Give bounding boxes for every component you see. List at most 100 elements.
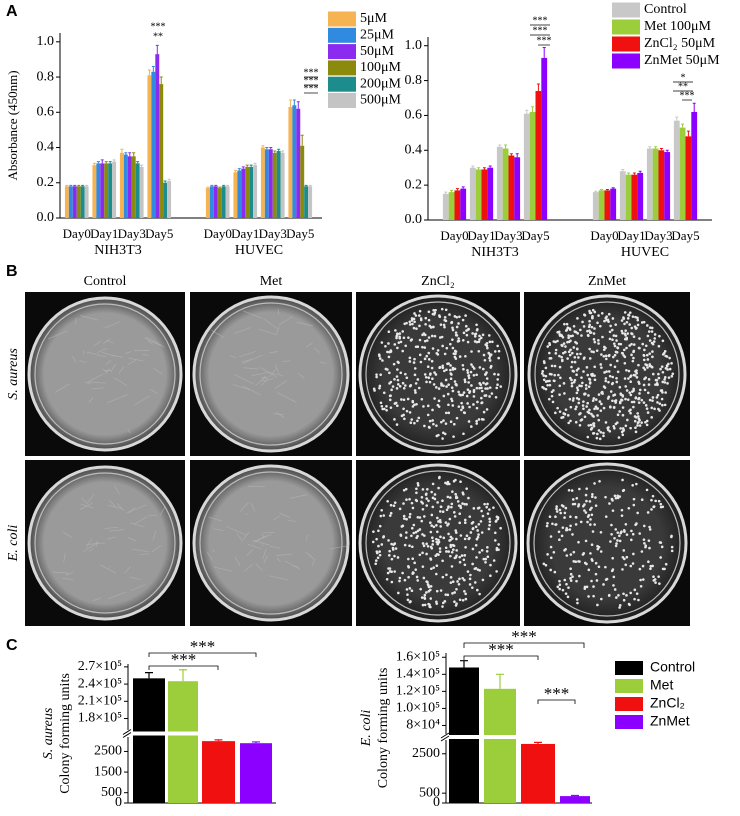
colony <box>588 319 591 323</box>
colony <box>390 580 394 584</box>
y-tick-label: 2500 <box>412 746 440 761</box>
colony <box>429 597 433 600</box>
colony <box>460 554 464 557</box>
colony <box>576 386 579 390</box>
colony <box>617 436 621 439</box>
colony <box>432 422 435 426</box>
colony <box>603 371 606 374</box>
colony <box>605 357 608 361</box>
y-tick-label: 0.6 <box>405 108 423 123</box>
colony <box>565 322 569 326</box>
error-bar <box>104 161 108 164</box>
colony <box>558 508 562 512</box>
colony <box>622 317 626 320</box>
colony <box>569 515 572 518</box>
colony <box>414 345 418 349</box>
colony <box>585 487 589 490</box>
streak <box>239 502 249 512</box>
colony <box>438 475 441 479</box>
legend-label: 50μM <box>360 44 395 59</box>
group-label: NIH3T3 <box>471 245 518 260</box>
colony <box>422 576 426 580</box>
colony <box>602 431 605 435</box>
significance: *** <box>533 25 548 36</box>
colony <box>467 374 470 378</box>
colony <box>542 387 546 390</box>
colony <box>455 587 458 591</box>
colony <box>623 311 627 314</box>
y-tick-label: 500 <box>419 785 440 800</box>
colony <box>645 419 649 423</box>
colony <box>425 339 429 342</box>
colony <box>445 346 449 350</box>
colony <box>645 407 649 410</box>
colony <box>592 422 595 425</box>
colony <box>569 572 573 576</box>
colony <box>461 502 464 505</box>
error-bar <box>92 162 96 166</box>
colony <box>457 583 461 586</box>
colony <box>552 379 556 383</box>
colony <box>569 419 572 423</box>
colony <box>496 344 499 348</box>
error-bar <box>155 44 159 55</box>
streak <box>268 368 277 378</box>
colony <box>385 404 388 408</box>
colony <box>652 505 655 509</box>
colony <box>623 362 627 365</box>
colony <box>593 327 596 330</box>
colony <box>579 520 583 524</box>
colony <box>659 556 662 559</box>
colony <box>598 400 602 403</box>
colony <box>572 397 575 400</box>
colony <box>641 564 645 568</box>
colony <box>402 336 406 340</box>
colony <box>613 365 617 369</box>
colony <box>439 505 443 509</box>
row-label: S. aureus <box>41 707 56 759</box>
colony <box>560 504 564 507</box>
colony <box>472 395 476 398</box>
colony <box>602 434 605 438</box>
colony <box>614 496 618 500</box>
error-bar <box>605 189 609 191</box>
colony <box>441 605 444 608</box>
colony <box>404 344 407 348</box>
colony <box>549 556 553 560</box>
colony <box>403 517 406 520</box>
error-bar <box>292 99 296 106</box>
streak <box>233 327 251 334</box>
plate <box>358 294 518 454</box>
colony <box>603 319 606 323</box>
x-tick-label: Day3 <box>259 226 287 241</box>
bar <box>496 146 503 220</box>
colony <box>424 322 427 326</box>
colony <box>620 398 624 402</box>
colony <box>656 383 659 387</box>
colony <box>466 388 470 391</box>
colony <box>399 340 403 344</box>
colony <box>461 393 464 397</box>
y-tick-label: 0.8 <box>405 73 423 88</box>
colony <box>579 352 582 356</box>
streak <box>80 315 98 321</box>
colony <box>632 349 636 353</box>
streak <box>107 504 123 510</box>
colony <box>646 366 649 369</box>
colony <box>548 357 552 360</box>
colony <box>389 511 393 515</box>
colony <box>611 399 614 403</box>
y-tick-label: 0.4 <box>37 140 55 155</box>
bar <box>209 186 214 218</box>
streak <box>305 342 313 348</box>
colony <box>450 505 453 509</box>
colony <box>594 504 598 507</box>
colony <box>391 546 395 550</box>
colony <box>465 534 469 538</box>
colony <box>568 397 572 401</box>
colony <box>434 572 438 576</box>
colony <box>486 546 489 549</box>
colony <box>464 545 467 549</box>
legend-label: 500μM <box>360 93 402 108</box>
colony <box>378 550 381 553</box>
